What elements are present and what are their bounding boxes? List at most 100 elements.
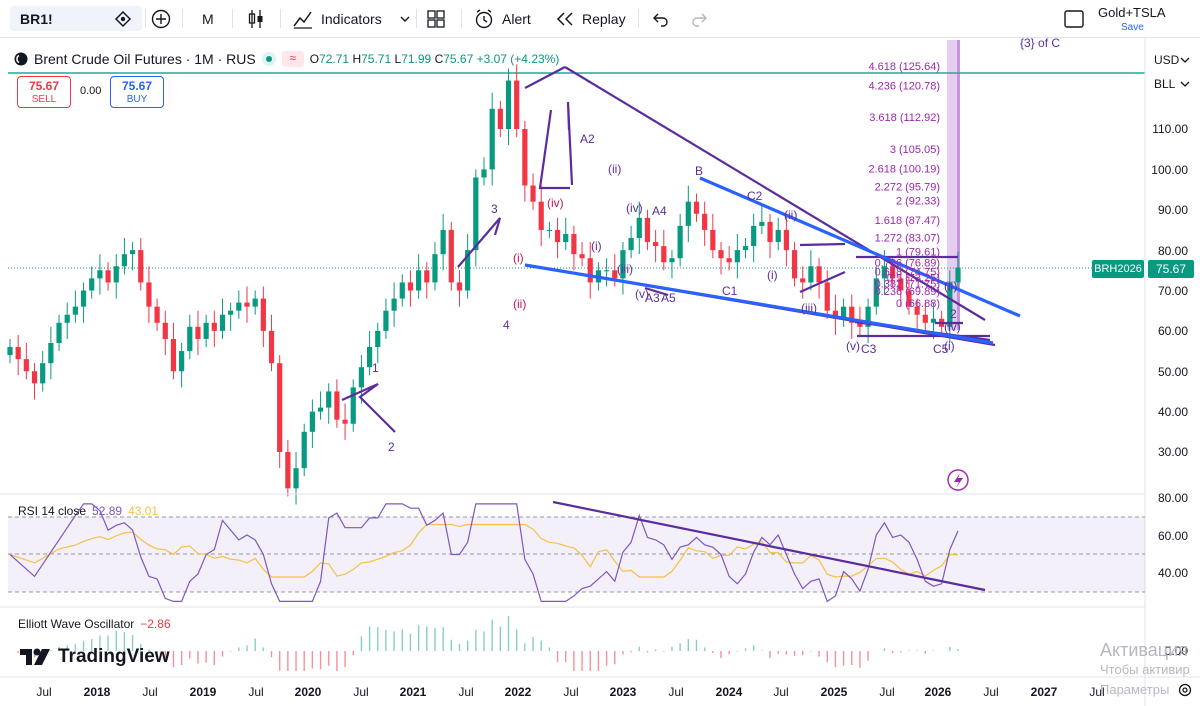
candle-body bbox=[906, 290, 912, 307]
candle-body bbox=[80, 290, 87, 307]
candle-body bbox=[154, 306, 160, 323]
candle-body bbox=[742, 246, 749, 251]
undo-icon[interactable] bbox=[652, 0, 670, 37]
alert-button[interactable]: Alert bbox=[502, 10, 531, 27]
wave-label: (i) bbox=[944, 339, 955, 353]
last-symbol-tag: BRH2026 bbox=[1092, 260, 1144, 278]
blue-channel-lines bbox=[524, 176, 1021, 345]
buy-label: BUY bbox=[126, 94, 148, 105]
wave-label: (v) bbox=[635, 287, 649, 301]
layouts-grid-icon[interactable] bbox=[426, 0, 446, 37]
wave-label: {3} of C bbox=[1020, 38, 1060, 50]
candle-body bbox=[857, 322, 863, 327]
candle-body bbox=[407, 282, 414, 291]
candle-body bbox=[211, 322, 217, 331]
tradingview-logo[interactable]: TradingView bbox=[20, 646, 170, 668]
candle-body bbox=[317, 407, 324, 412]
delay-badge[interactable]: ≈ bbox=[281, 51, 304, 67]
symbol-search[interactable] bbox=[10, 6, 142, 31]
symbol-logo-icon bbox=[14, 52, 28, 66]
chevron-down-icon[interactable] bbox=[399, 0, 411, 37]
wave-label: A3 bbox=[645, 291, 660, 305]
indicators-button[interactable]: Indicators bbox=[321, 10, 382, 27]
indicators-icon[interactable] bbox=[292, 0, 314, 37]
candle-body bbox=[571, 233, 577, 255]
time-axis-label: Jul bbox=[353, 685, 369, 699]
timezone-gear-icon[interactable] bbox=[1177, 682, 1193, 703]
sell-label: SELL bbox=[31, 94, 57, 105]
chart-title: Brent Crude Oil Futures · 1M · RUS bbox=[34, 51, 256, 67]
time-axis-label: Jul bbox=[142, 685, 158, 699]
symbol-diamond-icon[interactable] bbox=[113, 0, 133, 37]
time-axis-label: 2023 bbox=[609, 685, 637, 699]
ewo-label: Elliott Wave Oscillator bbox=[18, 617, 135, 631]
wave-label: 2 bbox=[950, 307, 957, 321]
candle-body bbox=[653, 242, 659, 247]
candle-body bbox=[955, 267, 961, 283]
fib-level-label: 0.786 (76.89) bbox=[875, 258, 940, 270]
candle-body bbox=[162, 322, 168, 339]
candle-body bbox=[693, 201, 700, 214]
candle-body bbox=[285, 452, 291, 489]
spread-value: 0.00 bbox=[80, 85, 102, 97]
candle-body bbox=[947, 282, 953, 327]
candle-body bbox=[179, 351, 185, 372]
replay-icon[interactable] bbox=[555, 0, 575, 37]
chart-canvas[interactable]: 4.618 (125.64) 4.236 (120.78) 3.618 (112.9… bbox=[0, 38, 1200, 706]
fib-level-label: 2.618 (100.19) bbox=[868, 164, 940, 176]
candle-body bbox=[48, 342, 54, 364]
candle-body bbox=[685, 201, 691, 226]
ewo-tick: 0.00 bbox=[1164, 644, 1188, 658]
candle-body bbox=[146, 282, 152, 307]
candle-body bbox=[268, 330, 275, 364]
candle-body bbox=[375, 330, 381, 348]
save-button[interactable]: Save bbox=[1121, 22, 1144, 33]
candle-body bbox=[260, 298, 266, 331]
rsi-ma-value: 43.01 bbox=[128, 504, 159, 518]
replay-button[interactable]: Replay bbox=[582, 10, 626, 27]
candle-body bbox=[15, 347, 21, 360]
time-axis-label: Jul bbox=[36, 685, 52, 699]
candle-body bbox=[808, 266, 814, 283]
layout-name[interactable]: Gold+TSLA bbox=[1098, 5, 1166, 20]
redo-icon[interactable] bbox=[690, 0, 708, 37]
fib-level-label: 2 (92.33) bbox=[896, 195, 940, 207]
time-axis-label: 2020 bbox=[294, 685, 322, 699]
time-axis-label: 2019 bbox=[189, 685, 217, 699]
candle-body bbox=[236, 302, 242, 311]
rsi-tick: 60.00 bbox=[1157, 529, 1188, 543]
price-tick: 40.00 bbox=[1157, 405, 1188, 419]
buy-button[interactable]: 75.67 BUY bbox=[110, 76, 164, 108]
candle-body bbox=[930, 318, 937, 323]
candle-body bbox=[497, 108, 503, 129]
compare-plus-icon[interactable] bbox=[150, 0, 172, 37]
rsi-ma-line bbox=[9, 523, 959, 578]
alert-clock-icon[interactable] bbox=[473, 0, 495, 37]
flash-icon[interactable] bbox=[947, 469, 969, 491]
candles-icon[interactable] bbox=[246, 0, 266, 37]
candle-body bbox=[538, 201, 544, 230]
time-axis-label: 2022 bbox=[504, 685, 532, 699]
chart-legend: Brent Crude Oil Futures · 1M · RUS ≈ O72… bbox=[14, 45, 559, 73]
time-axis-label: Jul bbox=[563, 685, 579, 699]
candle-body bbox=[473, 177, 479, 251]
price-tick: 80.00 bbox=[1157, 244, 1188, 258]
wave-label: (iv) bbox=[944, 320, 961, 334]
candle-body bbox=[603, 270, 610, 272]
wave-label: C3 bbox=[861, 342, 877, 356]
wave-label: 1 bbox=[372, 361, 379, 375]
sell-button[interactable]: 75.67 SELL bbox=[17, 76, 71, 108]
unit-selector[interactable]: BLL bbox=[1150, 74, 1192, 94]
candle-body bbox=[914, 306, 920, 315]
symbol-label[interactable]: BR1! bbox=[20, 10, 53, 27]
candle-body bbox=[620, 250, 626, 279]
interval-button[interactable]: M bbox=[202, 10, 214, 27]
candle-body bbox=[309, 411, 315, 432]
candle-body bbox=[89, 278, 95, 291]
layout-checkbox-icon[interactable] bbox=[1063, 0, 1085, 37]
time-axis-label: 2021 bbox=[399, 685, 427, 699]
currency-selector[interactable]: USD bbox=[1150, 50, 1192, 70]
sell-price: 75.67 bbox=[28, 79, 60, 93]
time-axis-label: 2025 bbox=[820, 685, 848, 699]
candle-body bbox=[138, 250, 144, 283]
